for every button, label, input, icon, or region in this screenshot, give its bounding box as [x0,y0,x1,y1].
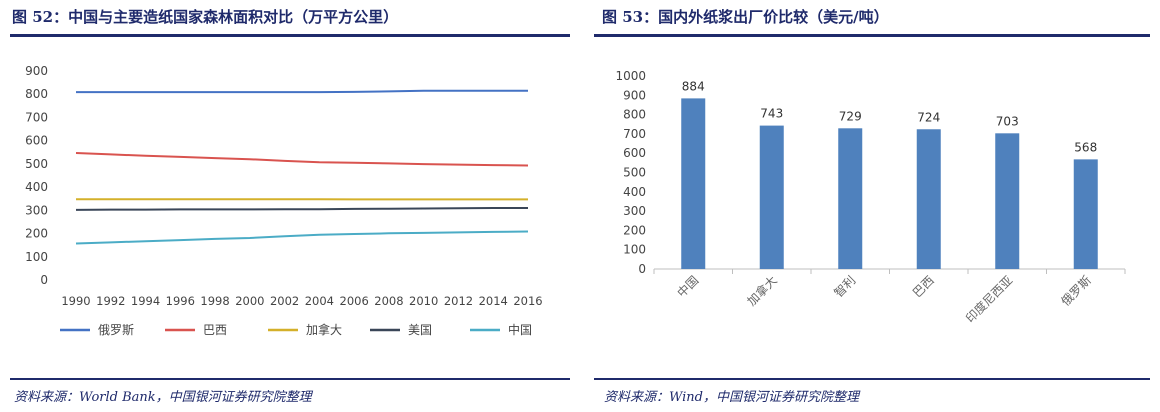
y-tick-label: 800 [25,87,48,101]
legend-label: 中国 [508,322,532,337]
y-tick-label: 300 [25,203,48,217]
bar-value-label: 703 [996,114,1019,128]
bar [916,129,941,269]
bar [838,128,863,269]
y-tick-label: 400 [623,185,646,199]
x-tick-label: 2000 [235,294,264,308]
y-tick-label: 700 [623,127,646,141]
y-tick-label: 900 [623,88,646,102]
x-tick-label: 1998 [200,294,229,308]
y-tick-label: 900 [25,64,48,78]
bar [1073,159,1098,269]
x-tick-label: 2004 [305,294,334,308]
bar [681,98,706,269]
legend-label: 俄罗斯 [98,323,134,337]
y-tick-label: 800 [623,108,646,122]
category-label: 巴西 [910,273,937,300]
bar-value-label: 743 [760,107,783,121]
category-label: 加拿大 [744,273,780,309]
y-tick-label: 300 [623,204,646,218]
y-tick-label: 100 [25,250,48,264]
y-tick-label: 500 [623,166,646,180]
y-tick-label: 0 [638,262,646,276]
right-figure-panel: 图 53：国内外纸浆出厂价比较（美元/吨） 0 100 200 300 400 500 60… [590,0,1160,412]
y-tick-label: 600 [25,134,48,148]
right-figure-source: 资料来源：Wind，中国银河证券研究院整理 [604,390,859,405]
series-line [75,230,529,245]
y-tick-label: 400 [25,180,48,194]
y-tick-label: 700 [25,110,48,124]
category-label: 智利 [831,273,859,301]
x-tick-label: 1994 [131,294,160,308]
category-label: 中国 [674,273,702,301]
left-title-rule [10,34,570,37]
bar [759,125,784,269]
left-figure-panel: 图 52：中国与主要造纸国家森林面积对比（万平方公里） 0 100 200 300 40… [0,0,575,412]
y-tick-label: 200 [623,223,646,237]
left-figure-source: 资料来源：World Bank，中国银河证券研究院整理 [14,390,312,405]
bar-value-label: 724 [917,110,940,124]
x-tick-label: 1990 [61,294,90,308]
category-label: 俄罗斯 [1059,273,1094,308]
left-figure-title: 图 52：中国与主要造纸国家森林面积对比（万平方公里） [12,8,399,26]
pulp-price-bar-chart: 0 100 200 300 400 500 600 700 800 900 1000 884 中国 743… [615,69,1126,326]
right-source-rule [594,378,1150,380]
series-line [75,152,529,167]
x-tick-label: 2006 [340,294,369,308]
bar [995,133,1020,269]
left-source-rule [10,378,570,380]
y-tick-label: 0 [40,273,48,287]
bar-value-label: 729 [839,109,862,123]
x-tick-label: 2008 [374,294,403,308]
y-tick-label: 600 [623,146,646,160]
category-label: 印度尼西亚 [962,273,1015,326]
legend-label: 巴西 [203,323,227,337]
y-tick-label: 200 [25,227,48,241]
x-tick-label: 1996 [166,294,195,308]
right-title-rule [594,34,1150,37]
legend-label: 加拿大 [306,322,342,337]
y-tick-label: 100 [623,243,646,257]
series-line [76,89,528,94]
bar-value-label: 884 [682,79,705,93]
legend-label: 美国 [408,323,432,337]
x-tick-label: 2014 [479,294,508,308]
right-figure-title: 图 53：国内外纸浆出厂价比较（美元/吨） [602,8,889,26]
x-tick-label: 1992 [96,294,125,308]
forest-area-line-chart: 0 100 200 300 400 500 600 700 800 900 1990 1992 1994… [25,64,543,337]
bar-value-label: 568 [1074,140,1097,154]
x-tick-label: 2002 [270,294,299,308]
x-tick-label: 2010 [409,294,438,308]
x-tick-label: 2016 [513,294,542,308]
y-tick-label: 1000 [615,69,646,83]
x-tick-label: 2012 [444,294,473,308]
series-line [75,207,528,211]
y-tick-label: 500 [25,157,48,171]
